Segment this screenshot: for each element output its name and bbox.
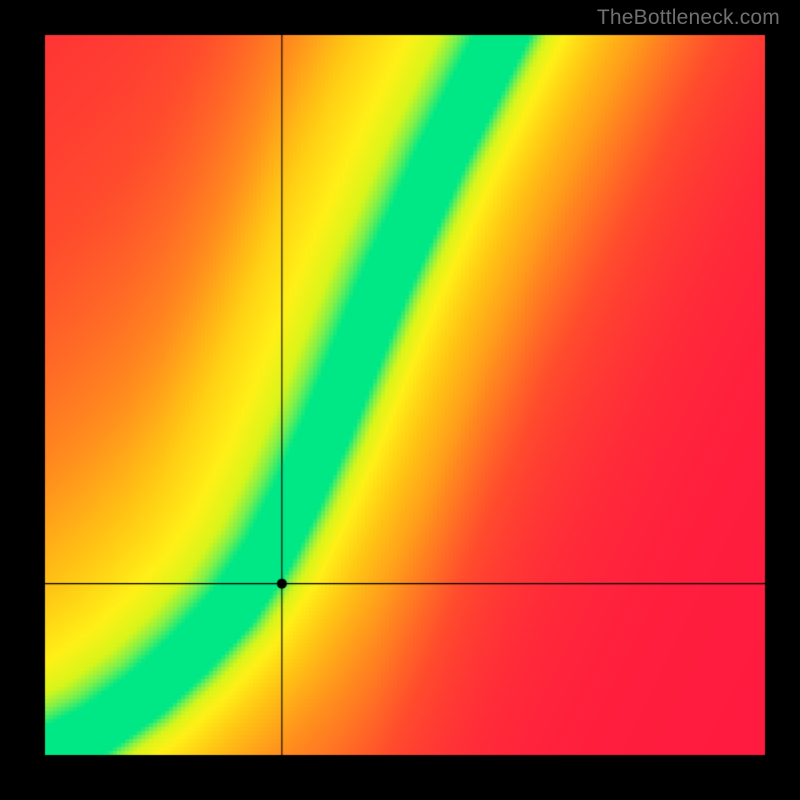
heatmap-plot	[0, 0, 800, 800]
watermark-text: TheBottleneck.com	[597, 6, 780, 30]
